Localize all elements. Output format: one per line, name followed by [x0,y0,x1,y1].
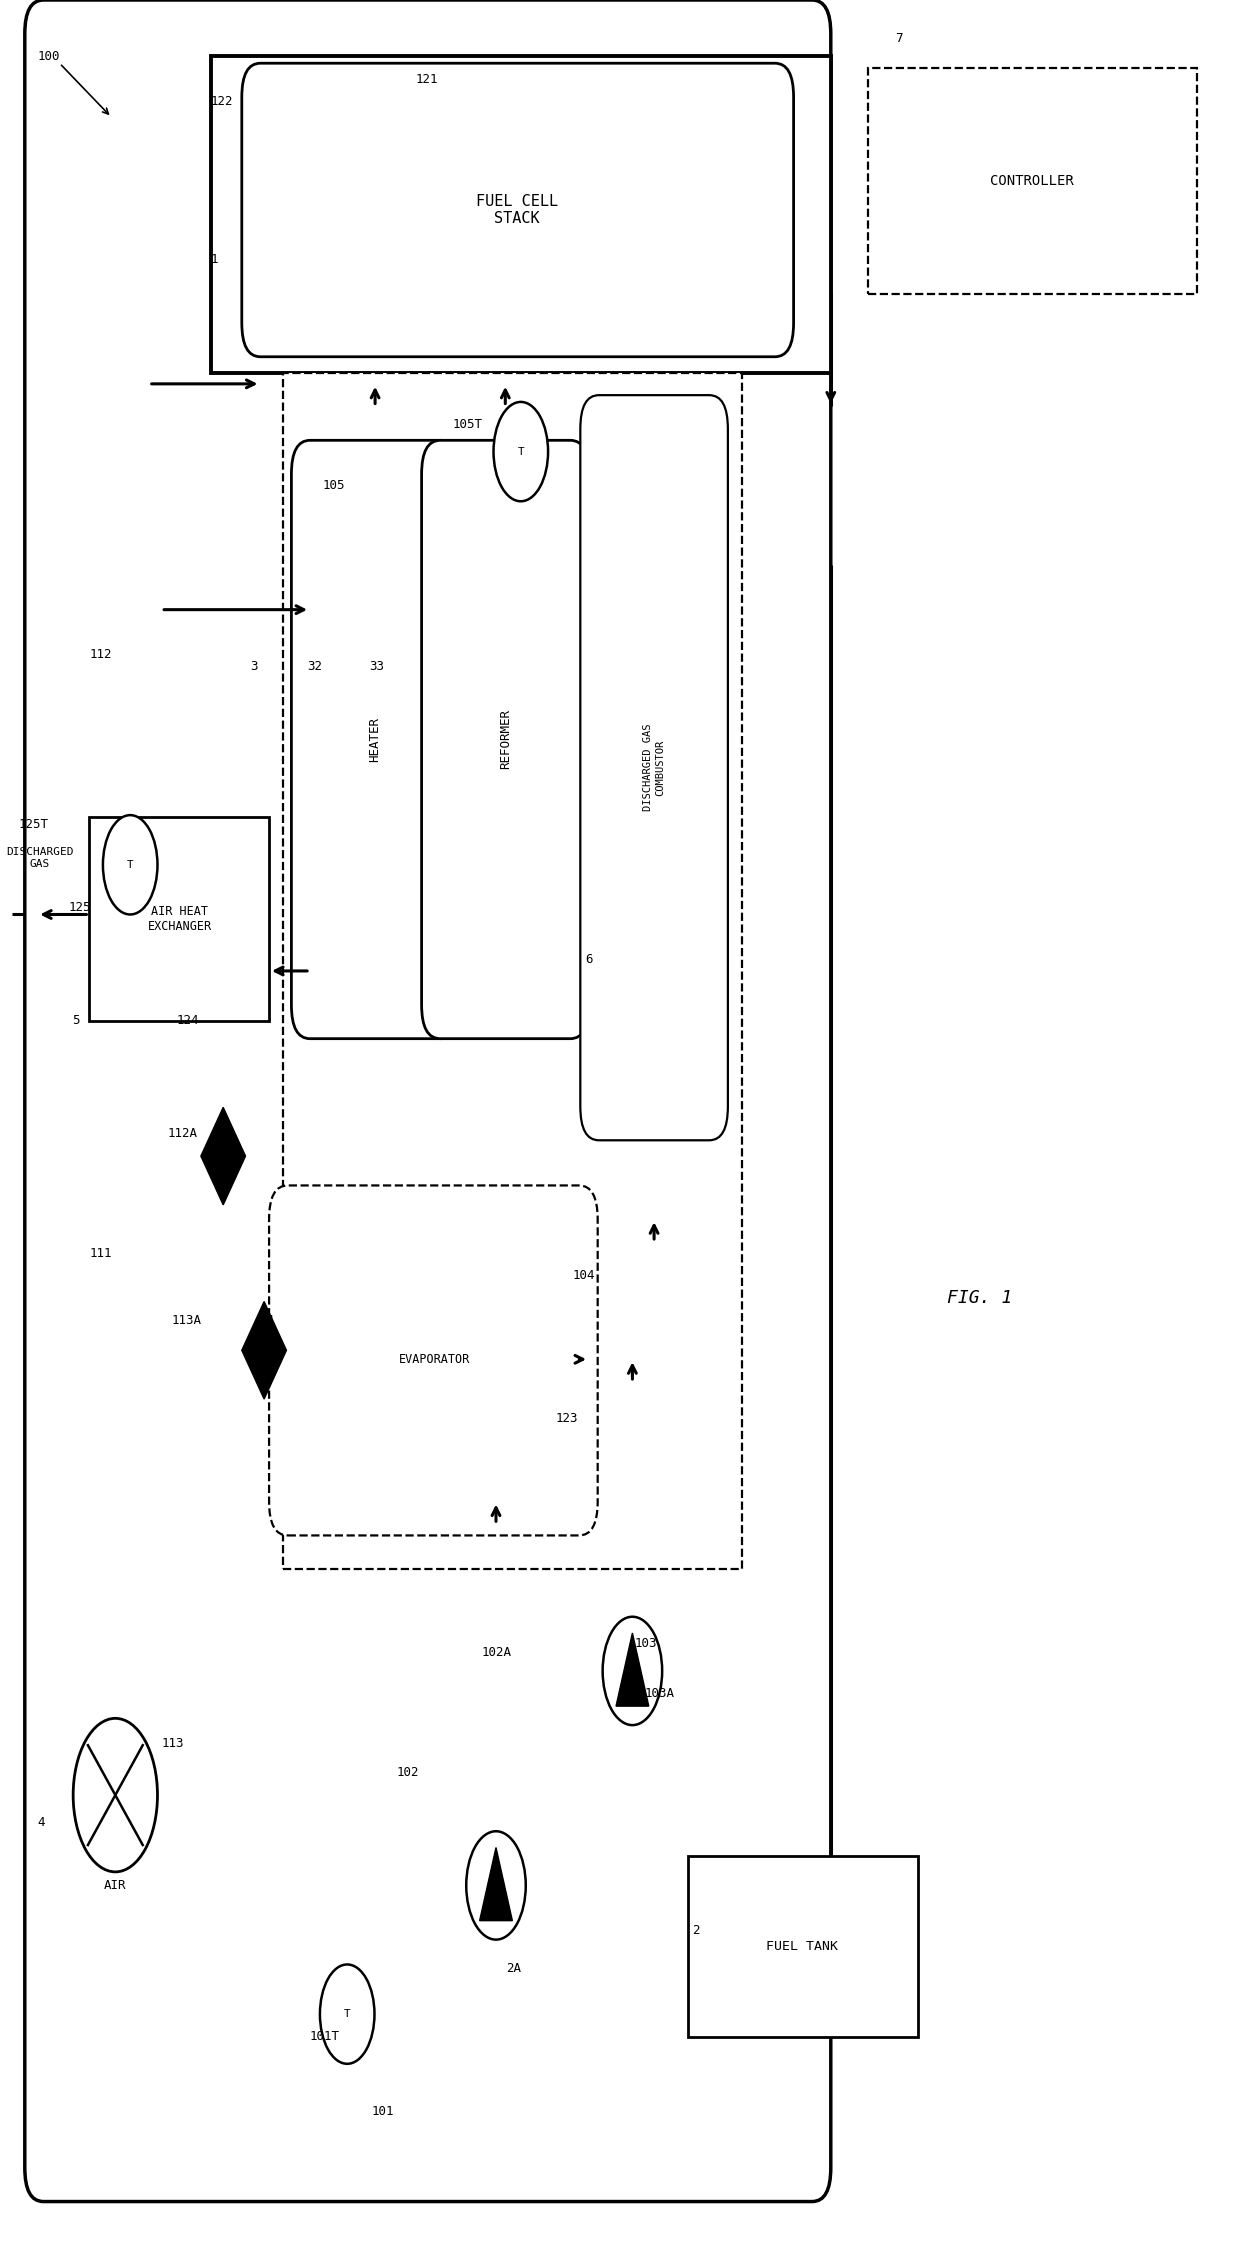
FancyBboxPatch shape [269,1185,598,1535]
Text: FUEL TANK: FUEL TANK [766,1940,838,1953]
Polygon shape [242,1301,286,1400]
FancyBboxPatch shape [25,0,831,2202]
Text: 33: 33 [370,659,384,673]
Text: 5: 5 [72,1014,79,1027]
Text: AIR HEAT
EXCHANGER: AIR HEAT EXCHANGER [148,905,212,933]
Text: 100: 100 [37,50,60,63]
Text: 125: 125 [68,901,91,914]
Text: AIR: AIR [104,1879,126,1892]
Circle shape [603,1617,662,1725]
Text: 103: 103 [635,1637,657,1651]
FancyBboxPatch shape [868,68,1197,294]
Text: DISCHARGED
GAS: DISCHARGED GAS [6,847,73,869]
Text: 1: 1 [211,253,218,266]
Text: 2: 2 [692,1924,699,1937]
Polygon shape [480,1847,512,1922]
Text: T: T [517,447,525,456]
Text: HEATER: HEATER [368,718,382,761]
Text: 2A: 2A [506,1962,521,1976]
Text: 112: 112 [89,648,112,662]
Text: CONTROLLER: CONTROLLER [990,174,1074,187]
FancyBboxPatch shape [589,406,719,1129]
Text: 31: 31 [260,1314,275,1328]
Text: 122: 122 [211,95,233,108]
FancyBboxPatch shape [688,1856,918,2037]
Polygon shape [201,1106,246,1206]
Text: 32: 32 [308,659,322,673]
Text: 113: 113 [161,1736,184,1750]
Text: REFORMER: REFORMER [498,709,512,770]
Text: 3: 3 [250,659,258,673]
FancyBboxPatch shape [580,395,728,1140]
Text: 102A: 102A [481,1646,511,1660]
FancyBboxPatch shape [242,63,794,357]
Text: 104: 104 [573,1269,595,1283]
Text: EVAPORATOR: EVAPORATOR [398,1353,470,1366]
Text: 6: 6 [585,953,593,966]
Text: 121: 121 [415,72,438,86]
Text: 101: 101 [372,2104,394,2118]
Polygon shape [616,1633,649,1707]
Text: 125T: 125T [19,817,48,831]
Text: 103A: 103A [645,1687,675,1700]
FancyBboxPatch shape [291,440,459,1039]
Text: 4: 4 [37,1815,45,1829]
Circle shape [466,1831,526,1940]
Text: 105: 105 [322,479,345,492]
Circle shape [73,1718,157,1872]
Text: 105T: 105T [453,418,482,431]
FancyBboxPatch shape [89,817,269,1021]
Text: 113A: 113A [171,1314,201,1328]
Circle shape [320,1964,374,2064]
Text: FIG. 1: FIG. 1 [947,1289,1012,1307]
Circle shape [494,402,548,501]
Text: 101T: 101T [310,2030,340,2043]
Text: 112A: 112A [167,1127,197,1140]
Text: 124: 124 [176,1014,198,1027]
FancyBboxPatch shape [422,440,589,1039]
Circle shape [103,815,157,914]
Text: T: T [343,2010,351,2019]
Text: 111: 111 [89,1246,112,1260]
Text: 123: 123 [556,1411,578,1425]
Text: 7: 7 [895,32,903,45]
Text: FUEL CELL
STACK: FUEL CELL STACK [476,194,558,226]
Text: T: T [126,860,134,869]
FancyBboxPatch shape [211,56,831,373]
FancyBboxPatch shape [283,373,742,1569]
Text: 102: 102 [397,1766,419,1779]
Text: DISCHARGED GAS
COMBUSTOR: DISCHARGED GAS COMBUSTOR [644,725,665,811]
